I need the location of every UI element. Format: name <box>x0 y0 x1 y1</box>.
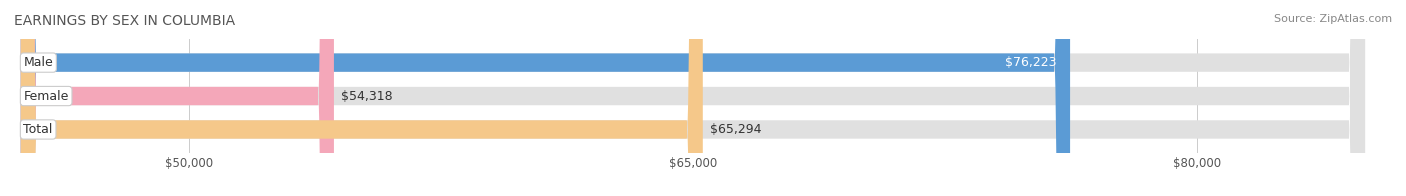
Text: EARNINGS BY SEX IN COLUMBIA: EARNINGS BY SEX IN COLUMBIA <box>14 14 235 28</box>
Text: $76,223: $76,223 <box>1005 56 1057 69</box>
Text: Female: Female <box>24 90 69 103</box>
Text: $65,294: $65,294 <box>710 123 761 136</box>
FancyBboxPatch shape <box>21 0 1365 196</box>
FancyBboxPatch shape <box>21 0 1365 196</box>
FancyBboxPatch shape <box>21 0 1365 196</box>
FancyBboxPatch shape <box>21 0 1070 196</box>
FancyBboxPatch shape <box>21 0 703 196</box>
FancyBboxPatch shape <box>21 0 335 196</box>
Text: $54,318: $54,318 <box>340 90 392 103</box>
Text: Source: ZipAtlas.com: Source: ZipAtlas.com <box>1274 14 1392 24</box>
Text: Male: Male <box>24 56 53 69</box>
Text: Total: Total <box>24 123 53 136</box>
